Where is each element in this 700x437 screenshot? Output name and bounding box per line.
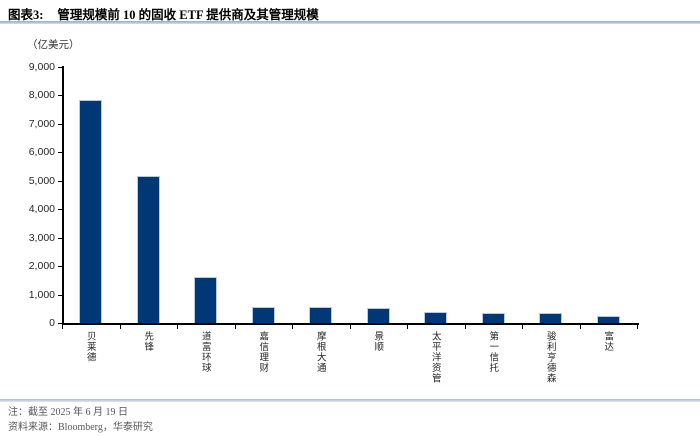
bar-摩根大通 <box>309 307 333 323</box>
y-axis-tick-label: 2,000 <box>28 260 55 273</box>
x-category-label: 骏利亨德森 <box>544 331 555 384</box>
x-category-label: 先锋 <box>142 331 153 352</box>
y-axis-tick <box>58 95 62 97</box>
x-axis-tick <box>119 324 121 329</box>
y-axis-tick <box>58 209 62 211</box>
x-category-label: 景顺 <box>372 331 383 352</box>
figure-header: 图表3: 管理规模前 10 的固收 ETF 提供商及其管理规模 <box>8 4 700 22</box>
y-axis-tick-label: 4,000 <box>28 203 55 216</box>
x-axis <box>62 323 639 325</box>
y-axis-tick <box>58 123 62 125</box>
y-axis-tick <box>58 237 62 239</box>
x-category-label: 第一信托 <box>487 331 498 373</box>
bar-太平洋资管 <box>424 311 448 323</box>
bar-道富环球 <box>194 277 218 323</box>
x-axis-tick <box>292 324 293 329</box>
x-axis-tick <box>407 324 408 329</box>
x-axis-tick <box>62 324 63 329</box>
x-category-label: 道富环球 <box>199 331 210 373</box>
x-axis-tick <box>177 324 178 329</box>
figure-label: 图表3: <box>8 8 44 22</box>
title-divider <box>0 21 700 24</box>
y-axis-tick-label: 0 <box>49 317 55 329</box>
figure-title: 管理规模前 10 的固收 ETF 提供商及其管理规模 <box>57 8 319 22</box>
y-axis-tick-label: 1,000 <box>28 288 55 301</box>
x-axis-tick <box>234 324 236 329</box>
y-axis-tick <box>58 67 62 68</box>
y-axis-unit-label: （亿美元） <box>27 40 80 51</box>
bar-景顺 <box>366 307 390 323</box>
x-category-label: 富达 <box>602 331 613 352</box>
y-axis-tick-label: 7,000 <box>28 117 55 130</box>
x-axis-tick <box>637 324 638 329</box>
x-category-label: 贝莱德 <box>84 331 95 363</box>
bar-骏利亨德森 <box>539 313 563 323</box>
y-axis <box>62 66 64 324</box>
chart-note: 注：截至 2025 年 6 月 19 日 <box>8 407 128 418</box>
y-axis-tick <box>58 266 62 268</box>
x-axis-tick <box>579 324 581 329</box>
x-axis-tick <box>464 324 466 329</box>
bar-第一信托 <box>481 313 505 323</box>
y-axis-tick <box>58 294 62 296</box>
y-axis-tick-label: 5,000 <box>28 174 55 187</box>
bar-先锋 <box>136 176 160 323</box>
x-category-label: 太平洋资管 <box>429 331 440 384</box>
bar-嘉信理财 <box>251 306 275 323</box>
x-axis-tick <box>349 324 351 329</box>
y-axis-tick <box>58 152 62 154</box>
chart-source: 资料来源：Bloomberg，华泰研究 <box>8 422 153 433</box>
x-category-label: 摩根大通 <box>314 331 325 373</box>
y-axis-tick <box>58 323 62 324</box>
x-axis-tick <box>522 324 523 329</box>
y-axis-tick-label: 9,000 <box>28 61 55 73</box>
y-axis-tick-label: 6,000 <box>28 146 55 159</box>
y-axis-tick <box>58 180 62 182</box>
bar-贝莱德 <box>79 99 103 323</box>
bar-富达 <box>596 316 620 323</box>
footer-divider <box>0 399 700 402</box>
y-axis-tick-label: 3,000 <box>28 231 55 244</box>
x-category-label: 嘉信理财 <box>257 331 268 373</box>
y-axis-tick-label: 8,000 <box>28 89 55 102</box>
